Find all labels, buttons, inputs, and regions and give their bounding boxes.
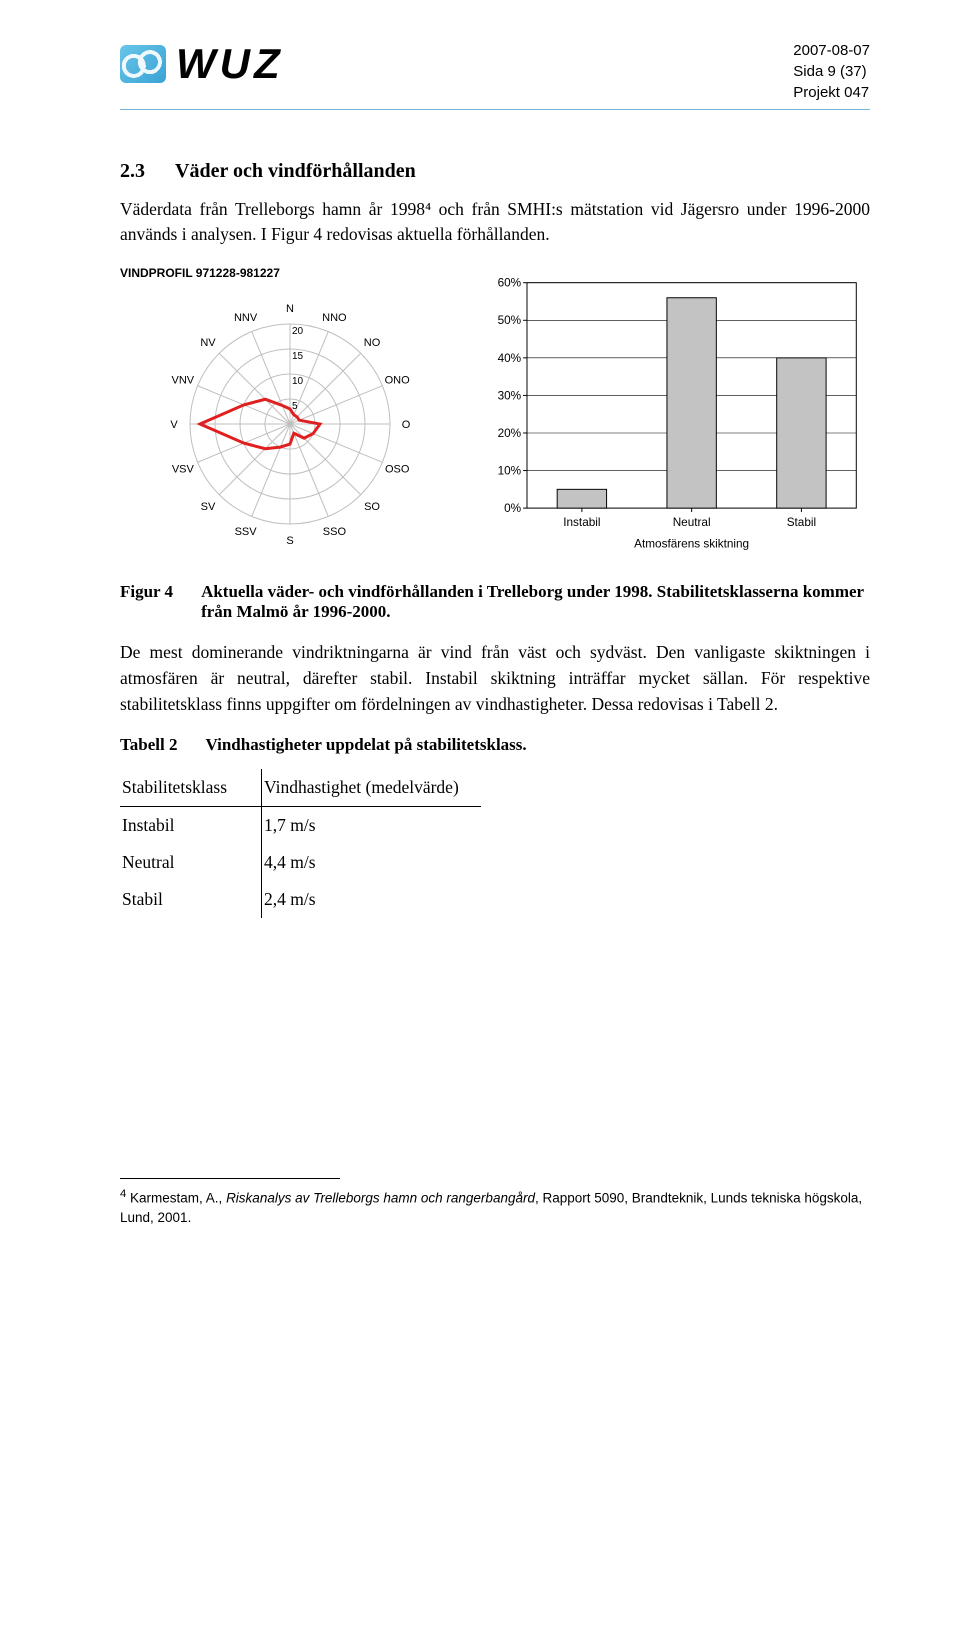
bar-chart: 0% 10% 20% 30% 40% 50% 60% Instabil Neutral Stabi… (478, 266, 870, 566)
svg-text:Neutral: Neutral (673, 516, 711, 529)
svg-text:10%: 10% (498, 464, 522, 477)
figures-row: VINDPROFIL 971228-981227 N NNO NO ONO O OSO SO… (120, 266, 870, 566)
svg-text:SV: SV (201, 501, 216, 513)
section-title: Väder och vindförhållanden (175, 160, 416, 183)
svg-text:V: V (170, 419, 178, 431)
svg-text:SSO: SSO (323, 526, 347, 538)
radar-title: VINDPROFIL 971228-981227 (120, 266, 460, 280)
logo-text: WUZ (176, 40, 284, 88)
figure4-text: Aktuella väder- och vindförhållanden i T… (201, 582, 870, 622)
svg-text:30%: 30% (498, 389, 522, 402)
section-number: 2.3 (120, 160, 145, 183)
table-row: 4,4 m/s (262, 844, 481, 881)
svg-text:10: 10 (292, 376, 304, 387)
table2-head-1: Vindhastighet (medelvärde) (262, 769, 481, 807)
svg-text:60%: 60% (498, 276, 522, 289)
table2-label: Tabell 2 (120, 735, 177, 755)
logo-mark-icon (120, 45, 166, 83)
svg-text:SSV: SSV (235, 526, 258, 538)
page-header: WUZ 2007-08-07 Sida 9 (37) Projekt 047 (120, 40, 870, 110)
table-row: Stabil (120, 881, 262, 918)
figure4-caption: Figur 4 Aktuella väder- och vindförhålla… (120, 582, 870, 622)
svg-text:40%: 40% (498, 352, 522, 365)
header-date: 2007-08-07 (793, 40, 870, 61)
svg-text:50%: 50% (498, 314, 522, 327)
table-row: 1,7 m/s (262, 807, 481, 845)
svg-text:Atmosfärens skiktning: Atmosfärens skiktning (634, 537, 749, 550)
logo: WUZ (120, 40, 284, 88)
footnote-title: Riskanalys av Trelleborgs hamn och range… (226, 1191, 535, 1206)
table2-text: Vindhastigheter uppdelat på stabilitetsk… (205, 735, 526, 755)
svg-text:S: S (286, 535, 293, 547)
svg-text:SO: SO (364, 501, 380, 513)
svg-text:NNO: NNO (322, 312, 347, 324)
intro-paragraph: Väderdata från Trelleborgs hamn år 1998⁴… (120, 197, 870, 248)
table2: Stabilitetsklass Vindhastighet (medelvär… (120, 769, 481, 918)
section-heading: 2.3 Väder och vindförhållanden (120, 160, 870, 183)
svg-text:ONO: ONO (385, 374, 411, 386)
footnote-author: Karmestam, A., (130, 1191, 226, 1206)
table2-caption: Tabell 2 Vindhastigheter uppdelat på sta… (120, 735, 870, 755)
svg-text:VSV: VSV (172, 463, 195, 475)
header-meta: 2007-08-07 Sida 9 (37) Projekt 047 (793, 40, 870, 103)
svg-text:NNV: NNV (234, 312, 258, 324)
table-row: Neutral (120, 844, 262, 881)
header-page: Sida 9 (37) (793, 61, 870, 82)
table-row: 2,4 m/s (262, 881, 481, 918)
svg-text:20%: 20% (498, 427, 522, 440)
svg-text:Stabil: Stabil (787, 516, 816, 529)
radar-chart: VINDPROFIL 971228-981227 N NNO NO ONO O OSO SO… (120, 266, 460, 566)
table-row: Instabil (120, 807, 262, 845)
svg-text:NO: NO (364, 337, 381, 349)
header-project: Projekt 047 (793, 82, 870, 103)
svg-text:NV: NV (200, 337, 216, 349)
footnote: 4 Karmestam, A., Riskanalys av Trellebor… (120, 1187, 870, 1227)
svg-text:5: 5 (292, 401, 298, 412)
svg-text:O: O (402, 419, 411, 431)
svg-text:15: 15 (292, 351, 304, 362)
barchart-svg: 0% 10% 20% 30% 40% 50% 60% Instabil Neutral Stabi… (478, 266, 870, 566)
svg-text:N: N (286, 303, 294, 315)
svg-text:OSO: OSO (385, 463, 410, 475)
footnote-rule (120, 1178, 340, 1179)
svg-text:20: 20 (292, 326, 304, 337)
figure4-label: Figur 4 (120, 582, 173, 622)
svg-text:Instabil: Instabil (563, 516, 600, 529)
footnote-num: 4 (120, 1188, 126, 1200)
paragraph-2: De mest dominerande vindriktningarna är … (120, 640, 870, 718)
radar-svg: N NNO NO ONO O OSO SO SSO S SSV SV VSV V VNV NV NNV 20 15… (120, 284, 460, 564)
svg-text:VNV: VNV (172, 374, 195, 386)
table2-head-0: Stabilitetsklass (120, 769, 262, 807)
svg-text:0%: 0% (504, 502, 522, 515)
